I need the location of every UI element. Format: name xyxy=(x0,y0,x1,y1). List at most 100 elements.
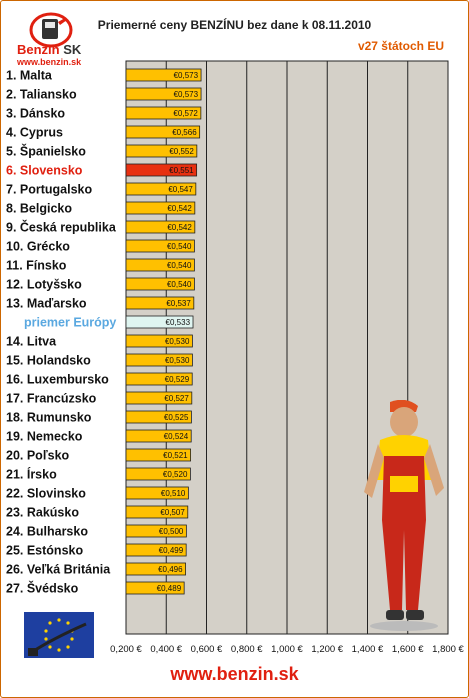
bar xyxy=(125,429,192,443)
category-label: 21. Írsko xyxy=(6,467,57,482)
bar xyxy=(125,448,192,462)
bar-value-label: €0,542 xyxy=(167,204,192,213)
bar xyxy=(125,562,186,576)
bar xyxy=(125,410,192,424)
logo-brand-b: SK xyxy=(63,42,82,57)
category-label: 16. Luxembursko xyxy=(6,373,109,387)
bar xyxy=(125,505,189,519)
logo-url: www.benzin.sk xyxy=(17,57,82,67)
category-label: 5. Španielsko xyxy=(6,144,86,159)
x-tick-label: 1,000 € xyxy=(271,644,303,655)
category-label: 10. Grécko xyxy=(6,240,70,254)
category-label: 12. Lotyšsko xyxy=(6,278,82,292)
bar-value-label: €0,524 xyxy=(164,432,189,441)
x-tick-label: 0,800 € xyxy=(231,644,263,655)
bar-value-label: €0,551 xyxy=(169,166,194,175)
category-label: 24. Bulharsko xyxy=(6,525,88,539)
category-label: 20. Poľsko xyxy=(6,449,70,463)
category-label: 11. Fínsko xyxy=(6,259,67,273)
benzin-logo[interactable]: Benzin SK www.benzin.sk xyxy=(15,10,90,68)
bar-value-label: €0,530 xyxy=(165,337,190,346)
bar-value-label: €0,507 xyxy=(160,508,185,517)
category-label: 6. Slovensko xyxy=(6,164,83,178)
bar xyxy=(125,125,201,139)
bar xyxy=(125,334,193,348)
bars: €0,573 €0,573 €0,572 €0,566 €0,552 €0,551 €0,5… xyxy=(125,68,202,595)
bar xyxy=(125,239,195,253)
bar xyxy=(125,372,193,386)
bar-value-label: €0,510 xyxy=(161,489,186,498)
bar xyxy=(125,258,195,272)
bar xyxy=(125,391,193,405)
category-label: 9. Česká republika xyxy=(6,220,117,235)
bar xyxy=(125,182,197,196)
bar xyxy=(125,543,187,557)
bar-value-label: €0,530 xyxy=(165,356,190,365)
category-label: 4. Cyprus xyxy=(6,126,63,140)
bar-value-label: €0,540 xyxy=(167,242,192,251)
category-label: priemer Európy xyxy=(24,316,116,330)
category-label: 22. Slovinsko xyxy=(6,487,86,501)
bar-value-label: €0,573 xyxy=(174,90,199,99)
grid-lines xyxy=(165,61,409,634)
x-tick-label: 1,400 € xyxy=(352,644,384,655)
category-label: 26. Veľká Británia xyxy=(6,563,111,577)
logo-brand-a: Benzin xyxy=(17,42,60,57)
bar-value-label: €0,573 xyxy=(174,71,199,80)
x-tick-label: 1,600 € xyxy=(392,644,424,655)
bar-value-label: €0,540 xyxy=(167,261,192,270)
x-axis-ticks: 0,200 € 0,400 € 0,600 € 0,800 € 1,000 € 1,200… xyxy=(110,644,464,655)
x-tick-label: 0,600 € xyxy=(191,644,223,655)
bar xyxy=(125,353,193,367)
bar-value-label: €0,540 xyxy=(167,280,192,289)
footer-url[interactable]: www.benzin.sk xyxy=(170,664,299,684)
category-label: 19. Nemecko xyxy=(6,430,83,444)
bar xyxy=(125,163,198,177)
x-tick-label: 0,200 € xyxy=(110,644,142,655)
bar-value-label: €0,566 xyxy=(172,128,197,137)
logo-brand: Benzin SK xyxy=(17,42,81,57)
category-label: 25. Estónsko xyxy=(6,544,83,558)
eu-flag-icon xyxy=(24,612,94,658)
category-label: 1. Malta xyxy=(6,69,53,83)
bar xyxy=(125,220,196,234)
bar-value-label: €0,489 xyxy=(157,584,182,593)
bar-value-label: €0,521 xyxy=(163,451,188,460)
category-label: 27. Švédsko xyxy=(6,581,79,596)
bar-value-label: €0,525 xyxy=(164,413,189,422)
chart-title: Priemerné ceny BENZÍNU bez dane k 08.11.… xyxy=(97,18,372,32)
bar xyxy=(125,87,202,101)
bar-value-label: €0,552 xyxy=(169,147,194,156)
category-label: 18. Rumunsko xyxy=(6,411,92,425)
chart-subtitle: v27 štátoch EU xyxy=(357,39,444,53)
bar-value-label: €0,520 xyxy=(163,470,188,479)
bar-value-label: €0,533 xyxy=(166,318,191,327)
category-label: 13. Maďarsko xyxy=(6,297,87,311)
category-label: 14. Litva xyxy=(6,335,57,349)
benzin-logo-icon xyxy=(29,12,73,48)
bar-value-label: €0,547 xyxy=(168,185,193,194)
bar xyxy=(125,68,202,82)
bar xyxy=(125,144,198,158)
bar-value-label: €0,542 xyxy=(167,223,192,232)
bar xyxy=(125,315,194,329)
category-label: 23. Rakúsko xyxy=(6,506,79,520)
bar-value-label: €0,496 xyxy=(158,565,183,574)
x-tick-label: 0,400 € xyxy=(150,644,182,655)
category-labels: 1. Malta 2. Taliansko 3. Dánsko 4. Cyprus 5.… xyxy=(6,69,117,596)
bar xyxy=(125,524,187,538)
category-label: 7. Portugalsko xyxy=(6,183,92,197)
category-label: 3. Dánsko xyxy=(6,107,65,121)
category-label: 15. Holandsko xyxy=(6,354,91,368)
x-tick-label: 1,800 € xyxy=(432,644,464,655)
bar xyxy=(125,106,202,120)
bar-value-label: €0,529 xyxy=(165,375,190,384)
bar-value-label: €0,499 xyxy=(159,546,184,555)
bar xyxy=(125,201,196,215)
bar xyxy=(125,467,191,481)
bar-value-label: €0,572 xyxy=(173,109,198,118)
bar xyxy=(125,296,195,310)
category-label: 2. Taliansko xyxy=(6,88,77,102)
bar-value-label: €0,527 xyxy=(164,394,189,403)
bar-value-label: €0,500 xyxy=(159,527,184,536)
